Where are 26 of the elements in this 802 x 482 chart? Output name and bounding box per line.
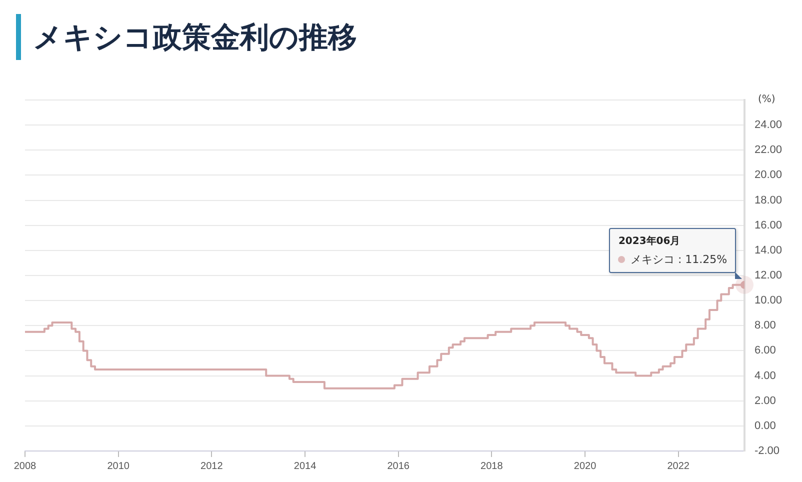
- x-tick-label: 2010: [107, 460, 130, 472]
- x-tick-label: 2022: [667, 460, 690, 472]
- x-tick-label: 2018: [480, 460, 504, 472]
- x-tick-label: 2008: [14, 460, 37, 472]
- x-tick-label: 2014: [294, 460, 317, 472]
- y-tick-label: 6.00: [754, 344, 776, 357]
- annotation: 2023年06月: [618, 234, 682, 248]
- x-tick-label: 2020: [574, 460, 597, 472]
- y-tick-label: 24.00: [754, 119, 782, 132]
- y-tick-label: 20.00: [754, 169, 782, 182]
- x-tick-label: 2016: [387, 460, 410, 472]
- y-tick-label: 2.00: [754, 394, 776, 407]
- y-tick-label: 8.00: [754, 320, 776, 332]
- y-tick-label: 18.00: [754, 194, 782, 206]
- annotation: メキシコ : 11.25%: [629, 252, 728, 267]
- y-tick-label: 12.00: [754, 270, 782, 282]
- y-tick-label: 0.00: [754, 420, 776, 432]
- y-tick-label: 10.00: [754, 294, 782, 307]
- y-tick-label: 4.00: [754, 370, 776, 382]
- y-tick-label: 16.00: [754, 219, 782, 232]
- chart-title: メキシコ政策金利の推移: [16, 14, 357, 60]
- y-tick-label: 14.00: [754, 244, 782, 256]
- y-axis-title: (%): [758, 94, 776, 105]
- y-tick-label: 22.00: [754, 144, 782, 156]
- y-tick-label: -2.00: [754, 445, 780, 458]
- x-tick-label: 2012: [200, 460, 224, 472]
